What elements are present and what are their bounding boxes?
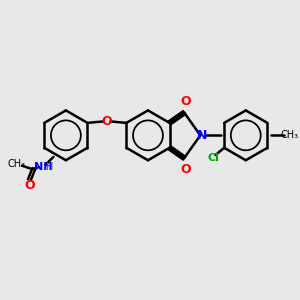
Text: Cl: Cl [208,153,220,163]
Text: NH: NH [34,162,52,172]
Text: O: O [24,178,35,192]
Text: N: N [196,129,207,142]
Text: CH₃: CH₃ [7,159,25,169]
Text: CH₃: CH₃ [280,130,298,140]
Text: O: O [102,115,112,128]
Text: O: O [180,95,191,108]
Text: H: H [46,162,53,172]
Text: O: O [180,163,191,176]
